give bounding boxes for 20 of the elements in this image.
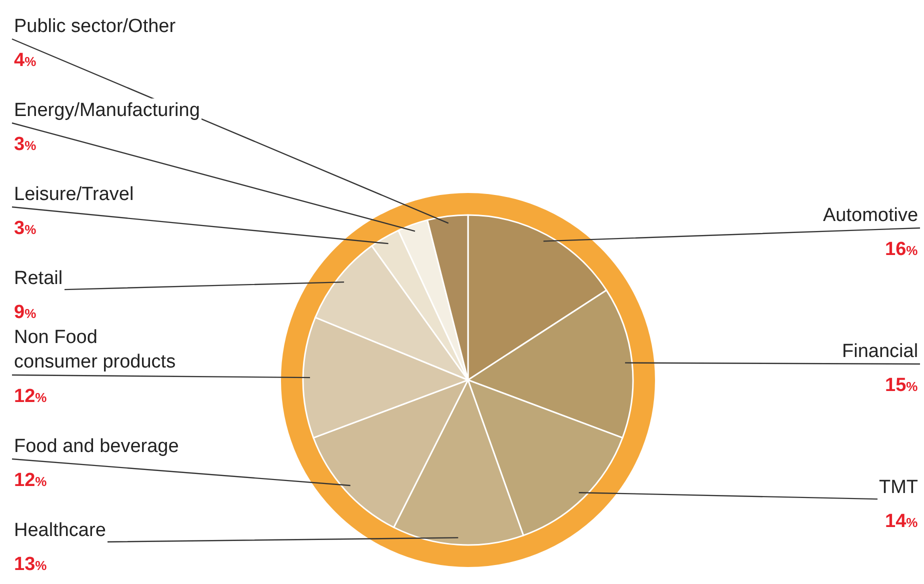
slice-label: Automotive [823,205,918,226]
data-label: 16% [885,239,918,260]
data-label: 9% [14,302,37,323]
slice-label: Financial [842,341,918,362]
data-label: 13% [14,554,48,575]
data-label: 14% [885,511,918,532]
slice-label: TMT [879,477,918,498]
slice-label: Food and beverage [14,436,179,457]
slice-label: Public sector/Other [14,16,176,37]
data-label: 15% [885,375,918,396]
data-label: 3% [14,218,37,239]
slice-label: Energy/Manufacturing [14,100,200,121]
slice-label: Retail [14,268,63,289]
slice-label: Non Food consumer products [14,327,176,373]
data-label: 12% [14,470,48,491]
slice-label: Leisure/Travel [14,184,134,205]
data-label: 3% [14,134,37,155]
data-label: 4% [14,50,37,71]
data-label: 12% [14,386,48,407]
slice-label: Healthcare [14,520,106,541]
